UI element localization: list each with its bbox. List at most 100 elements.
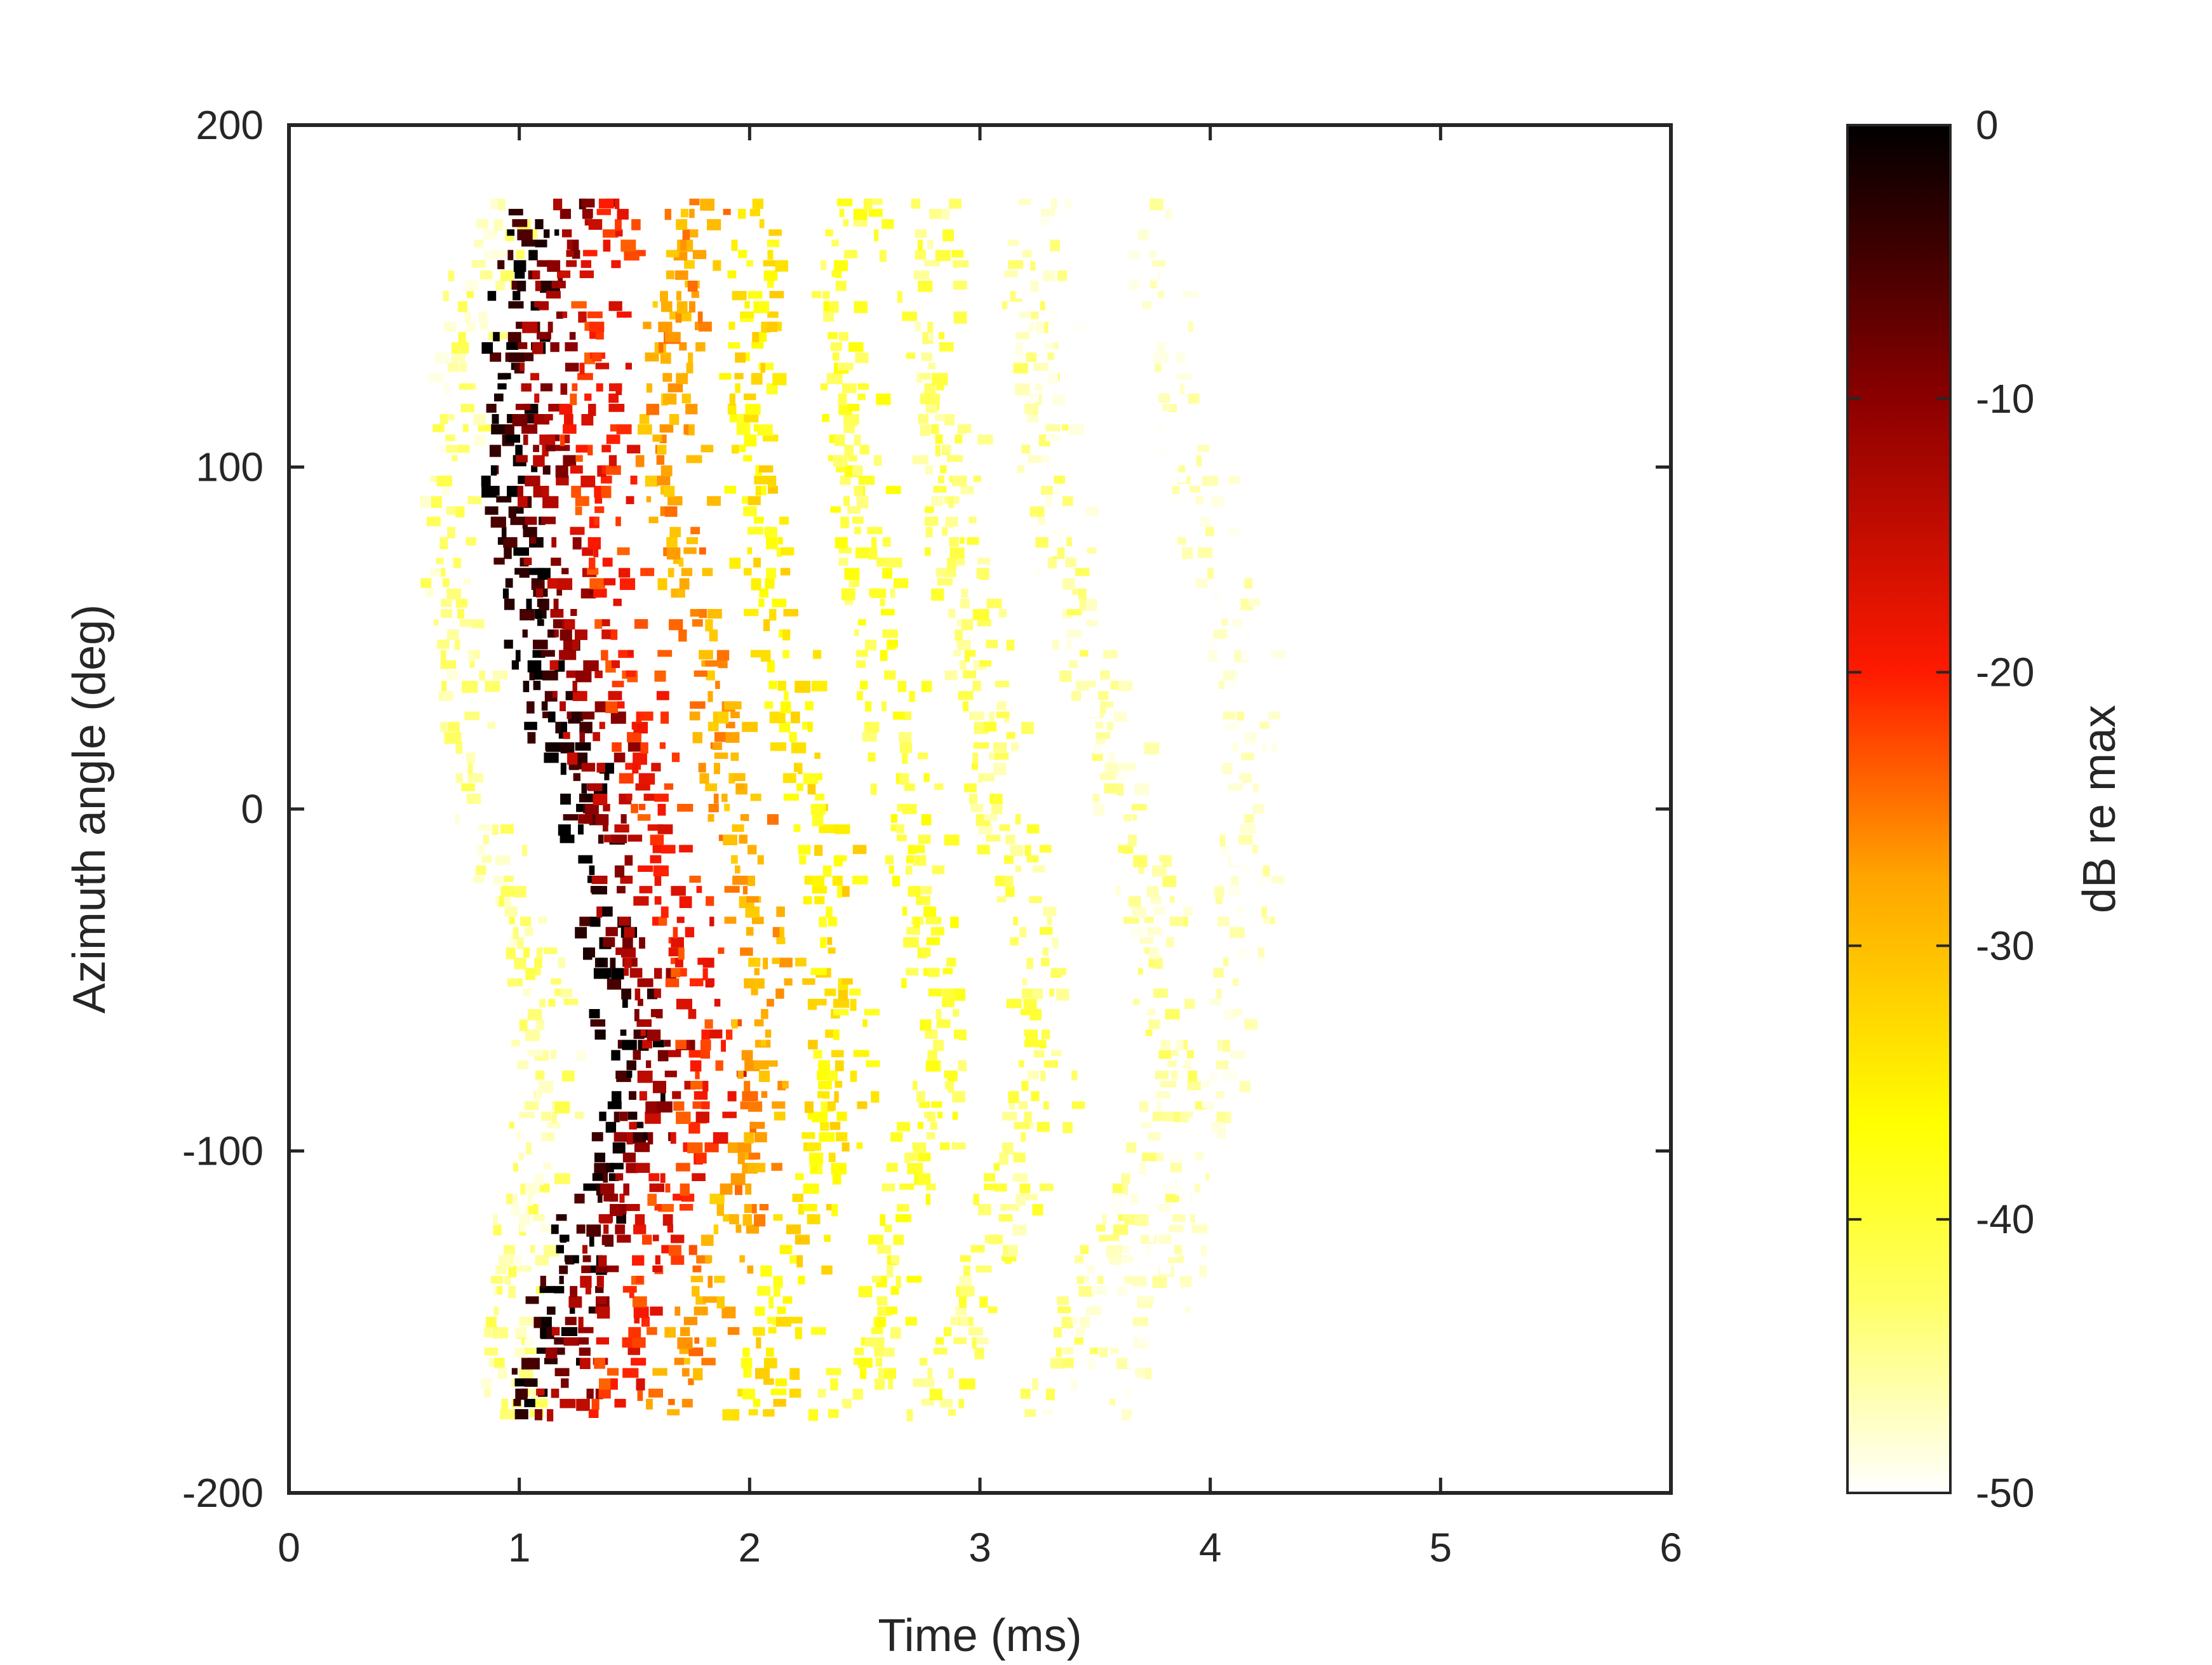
heatmap-cell xyxy=(819,916,827,928)
heatmap-cell xyxy=(1071,321,1087,333)
heatmap-cell xyxy=(927,1111,935,1122)
heatmap-cell xyxy=(650,834,664,845)
heatmap-cell xyxy=(767,281,774,288)
heatmap-cell xyxy=(481,476,491,487)
heatmap-cell xyxy=(692,619,703,627)
heatmap-cell xyxy=(935,250,951,261)
heatmap-cell xyxy=(596,763,605,773)
heatmap-cell xyxy=(763,1378,774,1385)
heatmap-cell xyxy=(1196,455,1202,467)
heatmap-cell xyxy=(709,1193,725,1205)
heatmap-cell xyxy=(936,383,944,391)
heatmap-cell xyxy=(1144,1245,1151,1257)
heatmap-cell xyxy=(1131,803,1147,811)
heatmap-cell xyxy=(763,270,778,281)
heatmap-cell xyxy=(1186,1255,1203,1262)
heatmap-cell xyxy=(594,496,603,504)
heatmap-cell xyxy=(1040,1071,1046,1081)
heatmap-cell xyxy=(671,752,680,763)
heatmap-cell xyxy=(937,578,953,585)
heatmap-cell xyxy=(1127,250,1141,260)
heatmap-cell xyxy=(1210,588,1222,599)
heatmap-cell xyxy=(1016,342,1023,354)
heatmap-cell xyxy=(775,988,784,999)
heatmap-cell xyxy=(1150,250,1156,258)
heatmap-cell xyxy=(890,1255,900,1264)
heatmap-cell xyxy=(720,1183,733,1195)
heatmap-cell xyxy=(1005,834,1016,845)
heatmap-cell xyxy=(576,1224,586,1234)
heatmap-cell xyxy=(1158,1050,1172,1059)
heatmap-cell xyxy=(560,763,566,775)
heatmap-cell xyxy=(744,434,757,447)
heatmap-cell xyxy=(902,311,917,321)
heatmap-cell xyxy=(913,1081,918,1090)
heatmap-cell xyxy=(700,1234,714,1246)
heatmap-cell xyxy=(1252,803,1264,814)
heatmap-cell xyxy=(973,1193,979,1205)
heatmap-cell xyxy=(481,1378,493,1389)
heatmap-cell xyxy=(732,773,746,781)
heatmap-cell xyxy=(487,721,495,729)
heatmap-cell xyxy=(547,321,553,333)
heatmap-cell xyxy=(1172,1214,1186,1222)
heatmap-cell xyxy=(949,547,965,559)
heatmap-cell xyxy=(897,1121,911,1132)
heatmap-cell xyxy=(727,270,737,279)
heatmap-cell xyxy=(647,824,664,831)
heatmap-cell xyxy=(855,547,870,559)
heatmap-cell xyxy=(524,721,537,730)
heatmap-cell xyxy=(1078,588,1087,600)
heatmap-cell xyxy=(658,321,673,333)
heatmap-cell xyxy=(1045,424,1061,432)
heatmap-cell xyxy=(772,373,787,385)
heatmap-cell xyxy=(857,1101,868,1109)
heatmap-cell xyxy=(1042,947,1049,956)
heatmap-cell xyxy=(677,1337,693,1349)
heatmap-cell xyxy=(508,1286,516,1299)
heatmap-cell xyxy=(920,373,931,380)
heatmap-cell xyxy=(419,496,430,508)
heatmap-cell xyxy=(511,660,519,670)
heatmap-cell xyxy=(1017,465,1025,473)
heatmap-cell xyxy=(1056,988,1069,1001)
heatmap-cell xyxy=(608,691,622,700)
heatmap-cell xyxy=(630,476,638,485)
heatmap-cell xyxy=(1050,198,1057,210)
heatmap-cell xyxy=(893,711,906,720)
heatmap-cell xyxy=(930,393,940,405)
heatmap-cell xyxy=(746,896,759,903)
heatmap-cell xyxy=(1023,998,1037,1010)
heatmap-cell xyxy=(927,1050,937,1060)
heatmap-cell xyxy=(962,619,974,631)
heatmap-cell xyxy=(638,424,652,435)
heatmap-cell xyxy=(750,793,761,801)
heatmap-cell xyxy=(732,876,749,885)
heatmap-cell xyxy=(492,414,499,424)
heatmap-cell xyxy=(508,208,523,216)
heatmap-cell xyxy=(471,383,476,390)
heatmap-cell xyxy=(639,414,650,424)
heatmap-cell xyxy=(951,1142,966,1150)
heatmap-cell xyxy=(523,681,530,692)
heatmap-cell xyxy=(1042,321,1049,333)
heatmap-cell xyxy=(608,455,617,466)
heatmap-cell xyxy=(1010,845,1024,857)
heatmap-cell xyxy=(764,526,777,537)
heatmap-cell xyxy=(1041,1029,1050,1040)
heatmap-cell xyxy=(635,783,650,791)
heatmap-cell xyxy=(838,558,848,566)
heatmap-cell xyxy=(1184,998,1195,1009)
heatmap-cell xyxy=(572,691,587,701)
heatmap-cell xyxy=(1015,383,1030,396)
heatmap-cell xyxy=(441,650,446,662)
heatmap-cell xyxy=(950,916,959,928)
heatmap-cell xyxy=(960,1255,971,1262)
heatmap-cell xyxy=(1149,947,1160,960)
heatmap-cell xyxy=(979,660,991,667)
heatmap-cell xyxy=(902,803,917,815)
heatmap-cell xyxy=(576,1358,581,1366)
heatmap-cell xyxy=(479,321,489,331)
heatmap-cell xyxy=(1052,311,1058,321)
heatmap-cell xyxy=(879,250,887,262)
